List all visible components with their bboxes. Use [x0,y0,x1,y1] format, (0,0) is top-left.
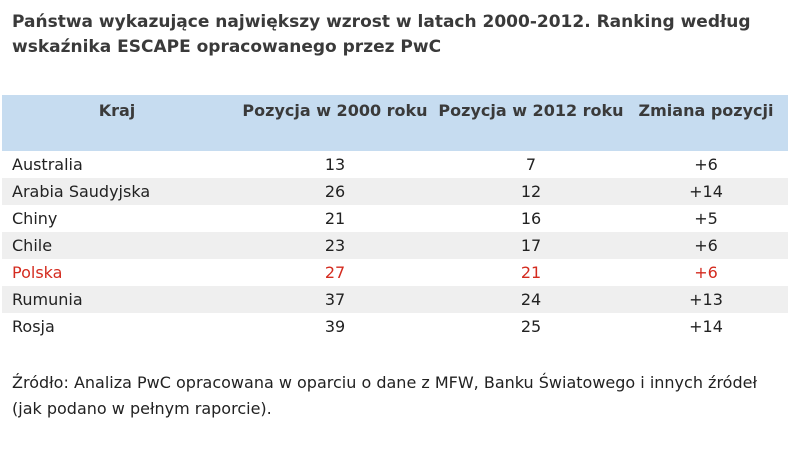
cell-country: Chiny [12,209,58,228]
header-position-2012: Pozycja w 2012 roku [438,101,624,120]
cell-position-2012: 21 [520,263,542,282]
cell-position-2000: 26 [324,182,346,201]
cell-position-2012: 17 [520,236,542,255]
table-row: Rumunia 37 24 +13 [2,286,788,313]
header-position-2000: Pozycja w 2000 roku [242,101,428,120]
cell-change: +14 [689,182,723,201]
cell-change: +14 [689,317,723,336]
cell-change: +6 [694,236,718,255]
table-row: Australia 13 7 +6 [2,151,788,178]
table-row: Rosja 39 25 +14 [2,313,788,340]
cell-country: Rumunia [12,290,83,309]
cell-position-2000: 27 [324,263,346,282]
cell-position-2000: 13 [324,155,346,174]
cell-country: Polska [12,263,63,282]
header-country: Kraj [98,101,136,120]
page-title: Państwa wykazujące największy wzrost w l… [12,12,751,57]
header-change: Zmiana pozycji [638,101,774,120]
cell-country: Arabia Saudyjska [12,182,151,201]
cell-position-2012: 12 [520,182,542,201]
cell-position-2012: 25 [520,317,542,336]
cell-country: Rosja [12,317,55,336]
cell-country: Australia [12,155,83,174]
cell-position-2000: 21 [324,209,346,228]
cell-position-2012: 24 [520,290,542,309]
table-row: Chiny 21 16 +5 [2,205,788,232]
cell-position-2000: 39 [324,317,346,336]
cell-position-2012: 7 [525,155,537,174]
cell-change: +5 [694,209,718,228]
cell-position-2012: 16 [520,209,542,228]
cell-position-2000: 37 [324,290,346,309]
cell-position-2000: 23 [324,236,346,255]
cell-country: Chile [12,236,53,255]
cell-change: +13 [689,290,723,309]
table-row: Arabia Saudyjska 26 12 +14 [2,178,788,205]
cell-change: +6 [694,155,718,174]
table-row-highlighted: Polska 27 21 +6 [2,259,788,286]
source-note: Źródło: Analiza PwC opracowana w oparciu… [12,373,757,418]
table-header: Kraj Pozycja w 2000 roku Pozycja w 2012 … [2,95,788,151]
table-row: Chile 23 17 +6 [2,232,788,259]
ranking-table: Kraj Pozycja w 2000 roku Pozycja w 2012 … [2,95,788,340]
cell-change: +6 [694,263,718,282]
